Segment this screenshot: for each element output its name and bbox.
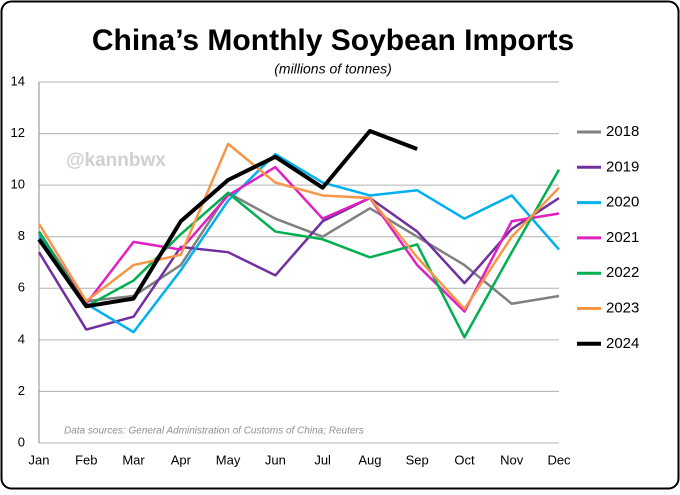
y-tick-label: 10: [11, 177, 25, 192]
x-tick-label: Feb: [75, 452, 97, 467]
series-line: [37, 152, 560, 334]
y-tick-label: 12: [11, 125, 25, 140]
source-note: Data sources: General Administration of …: [64, 426, 364, 437]
x-tick-label: May: [216, 452, 241, 467]
series-line: [37, 169, 561, 339]
x-tick-label: Jun: [265, 452, 286, 467]
x-tick-label: Mar: [122, 452, 145, 467]
chart-subtitle: (millions of tonnes): [274, 61, 392, 77]
series-line: [37, 142, 560, 311]
legend-label: 2021: [606, 229, 639, 246]
x-tick-label: Sep: [406, 452, 429, 467]
y-tick-label: 4: [18, 331, 25, 346]
x-tick-label: Apr: [171, 452, 192, 467]
legend-label: 2023: [606, 299, 639, 316]
x-tick-label: Aug: [358, 452, 381, 467]
legend-label: 2022: [606, 264, 639, 281]
y-tick-label: 8: [18, 228, 25, 243]
y-tick-label: 6: [18, 280, 25, 295]
x-tick-label: Dec: [547, 452, 571, 467]
x-tick-label: Oct: [454, 452, 475, 467]
y-tick-label: 0: [18, 434, 25, 449]
x-tick-label: Jan: [29, 452, 50, 467]
series-line: [37, 128, 418, 309]
series-line: [37, 196, 560, 331]
y-tick-label: 2: [18, 383, 25, 398]
chart-title: China’s Monthly Soybean Imports: [92, 24, 574, 57]
legend-label: 2024: [606, 335, 639, 352]
x-tick-label: Nov: [500, 452, 524, 467]
y-tick-label: 14: [11, 73, 25, 88]
legend-label: 2019: [606, 158, 639, 175]
series-line: [37, 191, 560, 306]
legend-label: 2020: [606, 194, 639, 211]
x-tick-label: Jul: [314, 452, 331, 467]
legend-label: 2018: [606, 123, 639, 140]
watermark: @kannbwx: [66, 150, 166, 171]
